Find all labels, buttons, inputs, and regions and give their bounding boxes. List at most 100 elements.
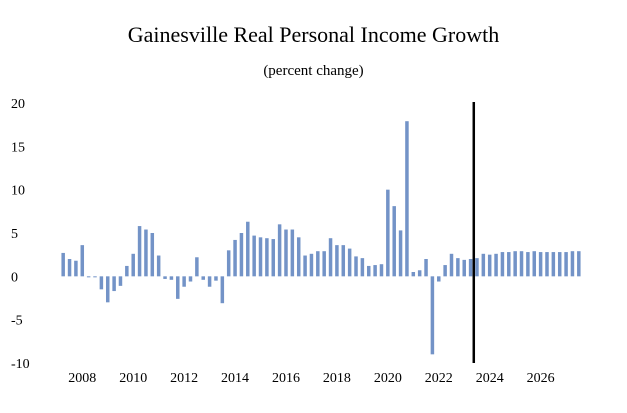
bar: [112, 276, 116, 292]
bar: [551, 252, 556, 277]
bar: [309, 253, 314, 277]
bar-series: [61, 121, 581, 355]
bar: [271, 239, 276, 277]
y-tick-label: 15: [11, 140, 25, 155]
bar: [207, 276, 212, 287]
y-tick-label: 10: [11, 184, 25, 199]
bar: [449, 253, 454, 277]
y-tick-label: -10: [11, 357, 30, 372]
bar: [74, 260, 78, 277]
bar: [322, 251, 326, 277]
bar: [532, 251, 537, 277]
bar: [379, 264, 384, 277]
bar: [195, 257, 199, 277]
bar: [328, 238, 333, 277]
bar: [417, 270, 422, 277]
bar: [494, 253, 498, 277]
bar: [507, 252, 511, 277]
bar: [182, 276, 186, 287]
bar: [456, 258, 460, 277]
bar: [144, 229, 148, 277]
bar: [131, 253, 135, 277]
bar: [398, 230, 403, 277]
bar: [86, 276, 91, 278]
bar: [545, 252, 549, 277]
bar: [163, 276, 167, 279]
bar: [125, 265, 129, 277]
chart-title: Gainesville Real Personal Income Growth: [127, 22, 500, 47]
y-axis: 20 15 10 5 0 -5 -10: [11, 97, 30, 372]
x-tick-label: 2018: [323, 371, 351, 386]
bar: [481, 253, 486, 277]
bar: [61, 252, 65, 277]
bar: [296, 237, 301, 277]
bar: [538, 252, 543, 277]
bar: [80, 245, 85, 277]
bar: [150, 233, 155, 277]
bar: [564, 252, 568, 277]
bar: [366, 265, 371, 277]
x-tick-label: 2016: [272, 371, 300, 386]
bar: [67, 259, 72, 277]
bar: [557, 252, 562, 277]
bar: [290, 229, 295, 277]
x-tick-label: 2026: [527, 371, 555, 386]
bar: [577, 251, 581, 277]
x-tick-label: 2024: [476, 371, 504, 386]
bar: [411, 272, 416, 277]
bar: [239, 233, 244, 277]
bar: [513, 251, 517, 277]
bar: [462, 259, 466, 277]
bar: [430, 276, 435, 355]
bar: [405, 121, 409, 277]
y-tick-label: -5: [11, 314, 23, 329]
bar: [347, 248, 352, 277]
bar: [303, 255, 307, 277]
bar: [443, 265, 447, 277]
bar: [252, 235, 256, 277]
bar: [437, 276, 441, 282]
chart-subtitle: (percent change): [263, 63, 364, 79]
x-tick-label: 2010: [119, 371, 147, 386]
bar: [214, 276, 218, 281]
x-tick-label: 2012: [170, 371, 198, 386]
bar: [570, 251, 575, 277]
bar: [277, 224, 282, 277]
bar: [99, 276, 104, 290]
bar: [475, 258, 479, 277]
bar: [220, 276, 225, 304]
bar: [118, 276, 123, 286]
bar: [233, 239, 237, 277]
x-axis: 2008 2010 2012 2014 2016 2018 2020 2022 2024 2026: [68, 371, 554, 386]
y-tick-label: 20: [11, 97, 25, 112]
bar: [468, 259, 473, 277]
bar: [156, 255, 161, 277]
bar: [316, 251, 320, 277]
x-tick-label: 2008: [68, 371, 96, 386]
bar: [519, 251, 524, 277]
bar: [169, 276, 174, 280]
bar: [105, 276, 110, 303]
bar: [526, 252, 530, 277]
bar: [258, 237, 263, 277]
bar: [284, 229, 288, 277]
x-tick-label: 2014: [221, 371, 249, 386]
x-tick-label: 2020: [374, 371, 402, 386]
bar: [176, 276, 180, 299]
bar: [341, 245, 346, 277]
bar: [386, 189, 390, 277]
bar: [335, 245, 339, 277]
y-tick-label: 0: [11, 270, 18, 285]
bar: [360, 258, 365, 277]
bar: [188, 276, 193, 282]
bar: [500, 252, 505, 277]
bar: [246, 221, 250, 277]
x-tick-label: 2022: [425, 371, 453, 386]
bar: [201, 276, 205, 280]
y-tick-label: 5: [11, 227, 18, 242]
bar: [265, 238, 269, 277]
bar: [137, 226, 142, 277]
bar: [373, 265, 377, 277]
bar: [226, 250, 231, 277]
